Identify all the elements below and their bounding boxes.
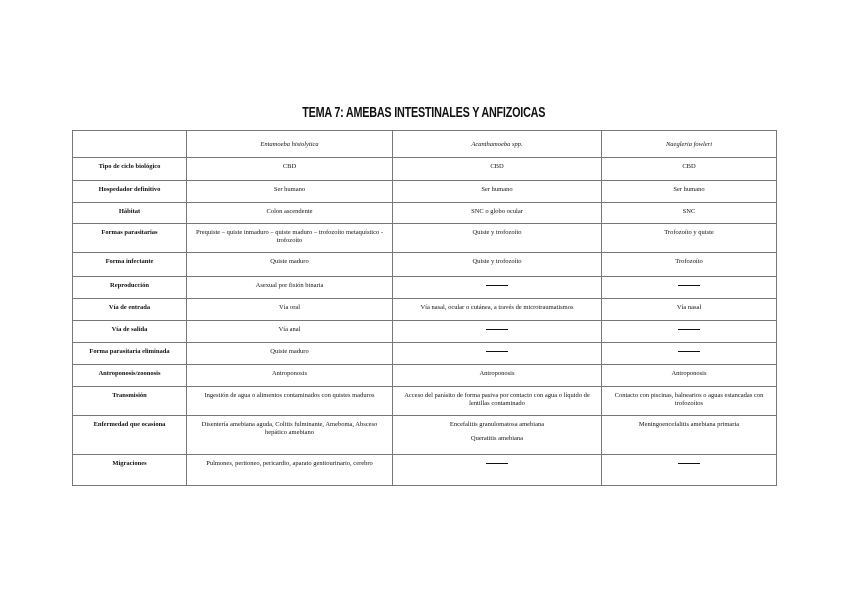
empty-dash [678, 351, 700, 353]
table-cell: Vía nasal [601, 298, 777, 321]
row-label: Transmisión [72, 386, 187, 416]
table-row: Formas parasitarias Prequiste – quiste in… [72, 223, 777, 253]
empty-dash [486, 285, 508, 287]
table-cell [392, 342, 602, 365]
table-row: Transmisión Ingestión de agua o alimentos… [72, 386, 777, 416]
empty-dash [678, 285, 700, 287]
cell-line: Encefalitis granulomatosa amebiana [449, 421, 545, 428]
row-label: Hábitat [72, 202, 187, 224]
header-cell: Naegleria fowleri [601, 130, 777, 158]
table-row: Vía de entrada Vía oral Vía nasal, ocular … [72, 298, 777, 321]
table-cell: Ser humano [601, 180, 777, 203]
table-cell [601, 342, 777, 365]
row-label: Reproducción [72, 276, 187, 299]
table-cell: CBD [186, 157, 393, 181]
table-row: Forma parasitaria eliminada Quiste maduro [72, 342, 777, 365]
row-label: Forma parasitaria eliminada [72, 342, 187, 365]
header-cell [72, 130, 187, 158]
row-label: Antroponosis/zoonosis [72, 364, 187, 387]
table-cell: Acceso del parásito de forma pasiva por … [392, 386, 602, 416]
table-cell: SNC o globo ocular [392, 202, 602, 224]
table-row: Antroponosis/zoonosis Antroponosis Antropo… [72, 364, 777, 387]
table-cell: Vía oral [186, 298, 393, 321]
table-cell [601, 276, 777, 299]
table-cell: Quiste maduro [186, 342, 393, 365]
empty-dash [486, 351, 508, 353]
table-cell: Ser humano [392, 180, 602, 203]
comparison-table: Entamoeba histolytica Acanthamoeba spp. … [72, 130, 777, 486]
empty-dash [486, 329, 508, 331]
table-row: Hábitat Colon ascendente SNC o globo ocula… [72, 202, 777, 224]
row-label: Vía de entrada [72, 298, 187, 321]
header-cell: Acanthamoeba spp. [392, 130, 602, 158]
table-cell: SNC [601, 202, 777, 224]
table-cell [601, 454, 777, 486]
table-cell: Encefalitis granulomatosa amebiana Querat… [392, 415, 602, 455]
table-row: Enfermedad que ocasiona Disentería amebia… [72, 415, 777, 455]
empty-dash [678, 329, 700, 331]
table-cell: Vía anal [186, 320, 393, 343]
table-cell: Quiste y trofozoíto [392, 252, 602, 277]
empty-dash [486, 463, 508, 465]
page-title: TEMA 7: AMEBAS INTESTINALES Y ANFIZOICAS [302, 104, 546, 121]
row-label: Formas parasitarias [72, 223, 187, 253]
table-cell: Pulmones, peritoneo, pericardio, aparato… [186, 454, 393, 486]
empty-dash [678, 463, 700, 465]
row-label: Migraciones [72, 454, 187, 486]
table-cell: Asexual por fisión binaria [186, 276, 393, 299]
table-cell: Trofozoíto [601, 252, 777, 277]
table-cell: Antroponosis [392, 364, 602, 387]
table-row: Forma infectante Quiste maduro Quiste y tr… [72, 252, 777, 277]
table-cell [392, 454, 602, 486]
row-label: Enfermedad que ocasiona [72, 415, 187, 455]
table-cell: Vía nasal, ocular o cutánea, a través de… [392, 298, 602, 321]
table-cell: Contacto con piscinas, balnearios o agua… [601, 386, 777, 416]
table-cell: CBD [601, 157, 777, 181]
table-cell [392, 320, 602, 343]
table-cell: Trofozoíto y quiste [601, 223, 777, 253]
table-cell: Antroponosis [601, 364, 777, 387]
table-cell [392, 276, 602, 299]
row-label: Forma infectante [72, 252, 187, 277]
row-label: Tipo de ciclo biológico [72, 157, 187, 181]
table-row: Hospedador definitivo Ser humano Ser human… [72, 180, 777, 203]
table-row: Vía de salida Vía anal [72, 320, 777, 343]
table-cell: Quiste maduro [186, 252, 393, 277]
row-label: Hospedador definitivo [72, 180, 187, 203]
header-cell: Entamoeba histolytica [186, 130, 393, 158]
table-cell: Colon ascendente [186, 202, 393, 224]
row-label: Vía de salida [72, 320, 187, 343]
table-cell [601, 320, 777, 343]
table-row: Reproducción Asexual por fisión binaria [72, 276, 777, 299]
table-cell: Ser humano [186, 180, 393, 203]
table-row: Tipo de ciclo biológico CBD CBD CBD [72, 157, 777, 181]
table-cell: Disentería amebiana aguda, Colitis fulmi… [186, 415, 393, 455]
table-row: Migraciones Pulmones, peritoneo, pericard… [72, 454, 777, 486]
table-cell: Ingestión de agua o alimentos contaminad… [186, 386, 393, 416]
table-cell: Quiste y trofozoíto [392, 223, 602, 253]
table-header-row: Entamoeba histolytica Acanthamoeba spp. … [72, 130, 777, 158]
table-cell: Meningoencefalitis amebiana primaria [601, 415, 777, 455]
table-cell: CBD [392, 157, 602, 181]
table-cell: Prequiste – quiste inmaduro – quiste mad… [186, 223, 393, 253]
table-cell: Antroponosis [186, 364, 393, 387]
cell-line: Queratitis amebiana [470, 435, 524, 442]
